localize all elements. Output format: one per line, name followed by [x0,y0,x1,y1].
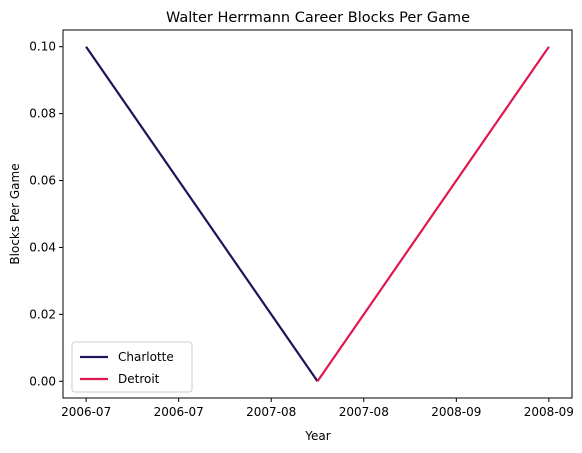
y-tick-label: 0.02 [29,307,56,321]
x-tick-label: 2008-09 [431,405,481,419]
chart-title: Walter Herrmann Career Blocks Per Game [166,10,470,26]
y-tick-label: 0.06 [29,174,56,188]
x-tick-label: 2007-08 [339,405,389,419]
y-tick-label: 0.04 [29,240,56,254]
y-tick-label: 0.00 [29,374,56,388]
y-tick-label: 0.10 [29,40,56,54]
y-tick-label: 0.08 [29,107,56,121]
legend-label-detroit: Detroit [118,372,160,386]
x-axis-label: Year [304,429,330,443]
axes-frame [62,29,573,399]
y-axis-label: Blocks Per Game [8,163,22,264]
series-line-charlotte [85,46,319,382]
legend-label-charlotte: Charlotte [118,350,174,364]
x-tick-label: 2007-08 [246,405,296,419]
series-line-detroit [316,46,550,382]
plot-area: 0.00 0.02 0.04 0.06 0.08 0.10 2006-07 2006-07 20… [29,29,574,419]
legend: Charlotte Detroit [71,341,193,393]
x-tick-label: 2008-09 [524,405,574,419]
x-tick-label: 2006-07 [154,405,204,419]
x-tick-label: 2006-07 [61,405,111,419]
